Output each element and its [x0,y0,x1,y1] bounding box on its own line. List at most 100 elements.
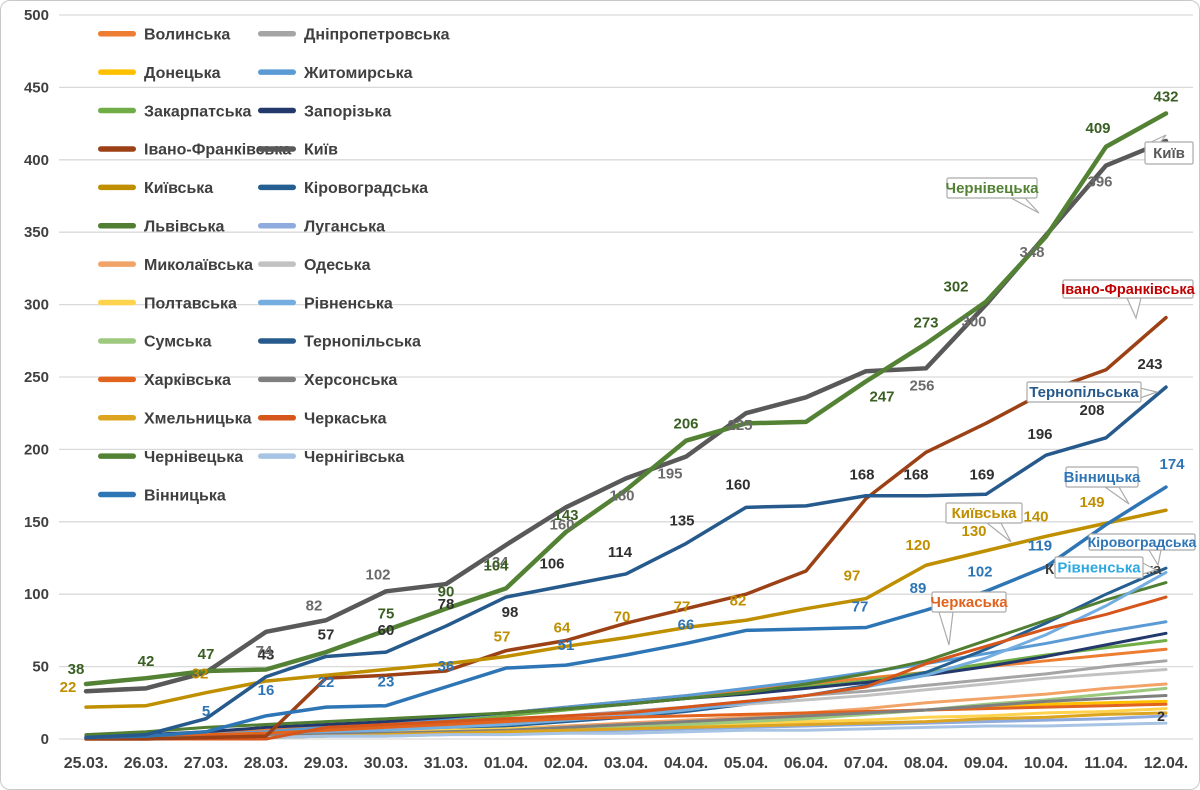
data-label-Київська-64: 64 [554,619,571,636]
data-label-Київська-97: 97 [844,568,861,585]
legend: Волинська Донецька Закарпатська Івано-Франк… [98,27,450,504]
legend-label: Тернопільська [304,334,421,351]
line-Київ [83,138,1169,694]
data-label-Київ-102: 102 [365,566,390,583]
gridlines [59,14,1193,740]
legend-swatch-Донецька [98,69,136,75]
callout-Черкаська: Черкаська [930,591,1008,646]
legend-swatch-Закарпатська [98,107,136,114]
y-tick-label: 150 [24,514,49,531]
y-tick-label: 0 [41,731,49,748]
callout-tail [938,611,954,646]
legend-item-Харківська: Харківська [98,372,231,389]
x-tick-label: 09.04. [964,755,1008,772]
legend-item-Тернопільська: Тернопільська [258,334,421,351]
data-label-Вінницька-51: 51 [558,637,575,654]
legend-swatch-Львівська [98,223,136,229]
legend-item-Чернівецька: Чернівецька [98,449,243,466]
callout-Київ: Київ [1144,134,1194,165]
y-tick-label: 350 [24,224,49,241]
data-label-Тернопільська-208: 208 [1079,402,1104,419]
data-label-Київ-134: 134 [483,554,509,571]
legend-label: Черкаська [304,411,387,428]
legend-item-Львівська: Львівська [98,219,225,236]
legend-swatch-Чернігівська [258,453,296,459]
data-label-Чернівецька-206: 206 [673,416,698,433]
line-Черкаська [84,595,1168,741]
x-tick-label: 07.04. [844,755,888,772]
legend-label: Волинська [144,27,230,44]
legend-label: Чернівецька [144,449,243,466]
callout-tail [1126,297,1142,320]
legend-label: Дніпропетровська [304,27,450,44]
legend-label: Закарпатська [144,103,252,120]
callouts: Чернівецька Київ Івано-Франківська Тернопіл… [930,134,1197,646]
data-label-Вінницька-102: 102 [967,563,992,580]
callout-Тернопільська: Тернопільська [1026,381,1160,403]
data-label-Вінницька-119: 119 [1028,538,1052,555]
y-tick-label: 200 [24,441,49,458]
legend-label: Івано-Франківська [144,142,291,159]
x-tick-label: 03.04. [604,755,648,772]
data-label-Вінницька-5: 5 [202,703,210,720]
legend-item-Закарпатська: Закарпатська [98,103,252,120]
legend-label: Луганська [304,219,385,236]
legend-swatch-Рівненська [258,299,296,306]
data-label-Київ-256: 256 [909,377,934,394]
data-label-Вінницька-36: 36 [438,658,455,675]
y-tick-label: 300 [24,297,49,314]
callout-text: Кіровоградська [1088,534,1197,550]
legend-label: Миколаївська [144,257,253,274]
legend-label: Вінницька [144,487,226,504]
data-label-Київ-160: 160 [549,516,574,533]
data-label-Вінницька-23: 23 [378,674,395,691]
callout-box [1065,466,1139,488]
data-label-Київська-120: 120 [905,537,930,554]
legend-swatch-Сумська [98,338,136,344]
x-tick-label: 06.04. [784,755,828,772]
legend-item-Волинська: Волинська [98,27,230,44]
data-label-Чернівецька-432: 432 [1153,88,1178,105]
data-label-Вінницька-22: 22 [318,674,335,691]
data-label-Чернівецька-302: 302 [943,279,968,296]
legend-swatch-Харківська [98,376,136,383]
x-tick-label: 01.04. [484,755,528,772]
legend-item-Миколаївська: Миколаївська [98,257,253,274]
callout-text: Івано-Франківська [1061,282,1195,298]
line-Вінницька [84,485,1168,740]
data-label-Чернівецька-273: 273 [913,315,938,332]
legend-item-Луганська: Луганська [258,219,385,236]
x-axis-labels: 25.03. 26.03. 27.03. 28.03. 29.03. 30.03. 31.0… [64,755,1188,772]
data-label-Тернопільська-78: 78 [438,596,455,613]
x-tick-label: 02.04. [544,755,588,772]
callout-box [1062,279,1194,299]
data-label-Київ-82: 82 [306,597,323,614]
legend-item-Вінницька: Вінницька [98,487,226,504]
callout-Івано-Франківська: Івано-Франківська [1061,279,1196,320]
data-label-Київська-149: 149 [1079,494,1104,511]
legend-swatch-Волинська [98,31,136,37]
legend-item-Черкаська: Черкаська [258,411,387,428]
legend-label: Київ [304,142,338,159]
callout-box [931,591,1007,613]
line-Львівська [84,581,1168,737]
legend-item-Чернігівська: Чернігівська [258,449,404,466]
x-tick-label: 04.04. [664,755,708,772]
x-tick-label: 05.04. [724,755,768,772]
data-label-Вінницька-66: 66 [678,616,695,633]
legend-item-Полтавська: Полтавська [98,295,237,312]
data-label-Київ-225: 225 [727,417,752,434]
data-label-Тернопільська-243: 243 [1137,356,1162,373]
data-label-Київ-396: 396 [1087,174,1112,191]
x-tick-label: 08.04. [904,755,948,772]
data-label-Тернопільська-168: 168 [849,467,874,484]
legend-label: Запорізька [304,103,391,120]
legend-swatch-Полтавська [98,299,136,306]
legend-label: Донецька [144,65,221,82]
legend-swatch-Київ [258,146,296,152]
legend-label: Харківська [144,372,231,389]
line-Івано-Франківська [84,315,1168,741]
data-label-Київ-300: 300 [961,314,986,331]
legend-swatch-Запорізька [258,107,296,114]
